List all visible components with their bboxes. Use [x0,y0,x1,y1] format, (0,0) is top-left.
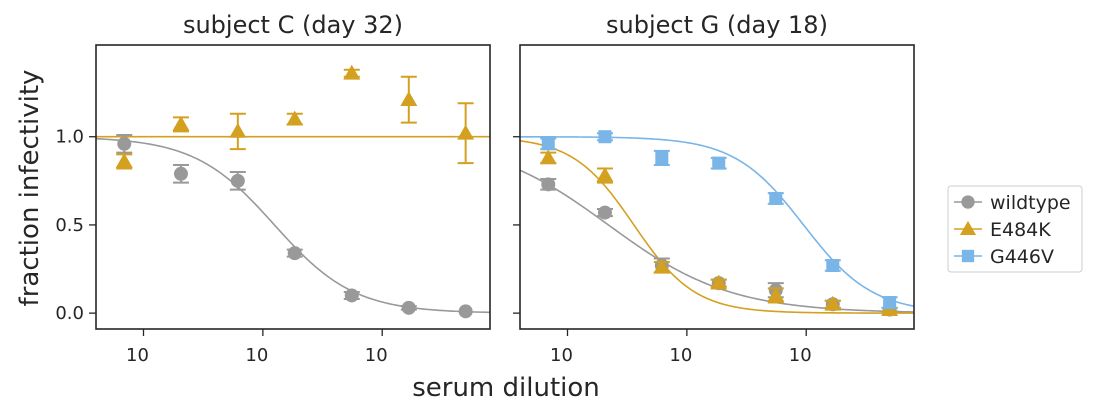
fit-line-wildtype [520,169,914,313]
data-point [598,130,612,144]
legend-marker [961,249,975,263]
data-point [286,110,304,126]
legend-marker [959,220,977,236]
fit-line-e484k [520,140,914,314]
data-point [541,137,555,151]
x-tick-label: 10 [550,345,573,366]
series-e484k [539,149,899,316]
series-g446v [540,130,898,310]
data-point [344,288,359,303]
panel-1: subject C (day 32)10−510−410−30.00.51.0 [55,11,491,366]
data-point [653,258,671,274]
data-point [287,246,302,261]
series-e484k [115,64,475,170]
x-tick-label: 10 [126,345,149,366]
fit-curves [96,135,490,314]
panel-title: subject C (day 32) [183,11,403,39]
data-point [457,124,475,140]
data-point [883,296,897,310]
y-tick-label: 0.5 [55,215,84,236]
data-point [596,167,614,182]
fit-line-g446v [520,135,914,307]
data-point [458,304,473,319]
axes-frame [519,44,915,330]
data-point [229,122,247,138]
x-tick-label: 10 [245,345,268,366]
series-wildtype [540,177,898,317]
y-tick-label: 1.0 [55,127,84,148]
legend-item-g446v: G446V [954,246,1054,268]
x-tick-label: 10 [669,345,692,366]
data-point [343,64,361,80]
data-point [400,91,418,107]
x-tick-label: 10 [365,345,388,366]
data-point [710,274,728,290]
data-point [115,152,133,168]
legend-item-wildtype: wildtype [954,192,1071,214]
data-point [655,151,669,165]
data-point [117,136,132,151]
legend-marker [961,195,975,209]
data-point [597,205,612,220]
data-point [824,295,842,311]
data-point [230,173,245,188]
fit-line-wildtype [96,137,490,314]
y-axis-label: fraction infectivity [15,70,45,307]
data-point [541,177,556,192]
panels: subject C (day 32)10−510−410−30.00.51.0s… [55,11,915,366]
x-axis-label: serum dilution [412,373,600,403]
legend-frame [947,185,1083,273]
data-point [172,115,190,131]
data-point [401,300,416,315]
panel-title: subject G (day 18) [606,11,828,39]
data-point [539,149,557,165]
legend: wildtype E484K G446V [947,185,1083,273]
panel-2: subject G (day 18)10−510−410−3 [513,11,915,366]
axes-frame [95,44,491,330]
legend-item-e484k: E484K [954,219,1051,241]
y-tick-label: 0.0 [55,303,84,324]
legend-label: G446V [990,246,1054,268]
data-point [826,258,840,272]
data-point [712,156,726,170]
data-point [173,166,188,181]
series-wildtype [116,133,473,319]
x-tick-label: 10 [789,345,812,366]
data-point [769,191,783,205]
legend-label: wildtype [990,192,1071,214]
legend-label: E484K [990,219,1051,241]
data-point [767,286,785,302]
